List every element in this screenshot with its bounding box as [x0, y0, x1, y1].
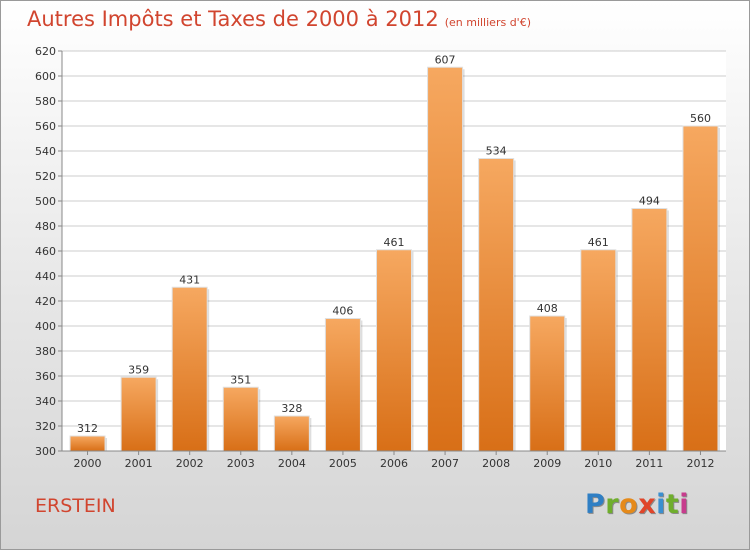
y-tick-label: 440	[35, 270, 56, 283]
bar-value-label: 461	[588, 236, 609, 249]
bar	[324, 318, 361, 452]
bar	[273, 415, 310, 452]
bar-value-label: 328	[281, 402, 302, 415]
x-tick-label: 2008	[482, 457, 510, 470]
x-tick-label: 2000	[74, 457, 102, 470]
y-tick-label: 540	[35, 145, 56, 158]
bar-value-label: 534	[486, 145, 507, 158]
bar-value-label: 312	[77, 422, 98, 435]
logo-letter: t	[665, 489, 680, 520]
bar-value-label: 406	[332, 305, 353, 318]
chart-unit: (en milliers d'€)	[444, 16, 531, 29]
y-tick-label: 380	[35, 345, 56, 358]
bar-value-label: 408	[537, 302, 558, 315]
y-tick-label: 420	[35, 295, 56, 308]
y-tick-label: 580	[35, 95, 56, 108]
y-tick-label: 320	[35, 420, 56, 433]
y-tick-label: 520	[35, 170, 56, 183]
bar	[682, 125, 719, 452]
bar-value-label: 431	[179, 273, 200, 286]
bar	[120, 376, 157, 452]
bar	[580, 249, 617, 452]
bar-value-label: 359	[128, 363, 149, 376]
bar-value-label: 351	[230, 373, 251, 386]
bar	[376, 249, 412, 452]
x-tick-label: 2001	[125, 457, 153, 470]
y-tick-label: 500	[35, 195, 56, 208]
x-tick-label: 2006	[380, 457, 408, 470]
y-axis: 300 320 340 360 380 400 420 440 460 480 500 520 540 5…	[35, 45, 63, 458]
y-tick-label: 340	[35, 395, 56, 408]
x-tick-label: 2004	[278, 457, 306, 470]
bar	[171, 286, 208, 452]
bar-value-label: 461	[384, 236, 405, 249]
x-tick-label: 2002	[176, 457, 204, 470]
x-tick-label: 2012	[686, 457, 714, 470]
logo-letter: x	[638, 489, 657, 520]
y-tick-label: 400	[35, 320, 56, 333]
bar	[222, 386, 259, 452]
x-tick-label: 2009	[533, 457, 561, 470]
x-tick-label: 2007	[431, 457, 459, 470]
logo-letter: o	[619, 489, 639, 520]
y-tick-label: 300	[35, 445, 56, 458]
y-tick-label: 600	[35, 70, 56, 83]
x-tick-label: 2011	[635, 457, 663, 470]
chart-title: Autres Impôts et Taxes de 2000 à 2012	[27, 7, 439, 31]
y-tick-label: 360	[35, 370, 56, 383]
bar-value-label: 494	[639, 195, 660, 208]
bar	[427, 66, 464, 452]
bar	[478, 158, 515, 452]
x-axis: 2000 2001 2002 2003 2004 2005 2006 2007 2008 2009…	[62, 450, 726, 470]
value-labels: 312 359 431 351 328 406 461 607 534 408 461 494 560	[77, 53, 711, 435]
logo-letter: i	[656, 489, 666, 520]
bar-value-label: 607	[435, 53, 456, 66]
bars	[69, 66, 720, 452]
logo-letter: i	[679, 489, 690, 520]
x-tick-label: 2005	[329, 457, 357, 470]
y-tick-label: 480	[35, 220, 56, 233]
y-tick-label: 620	[35, 45, 56, 58]
chart-title-block: Autres Impôts et Taxes de 2000 à 2012 (en…	[27, 7, 531, 31]
bar-value-label: 560	[690, 112, 711, 125]
bar	[631, 208, 668, 452]
logo-letter: P	[585, 489, 606, 520]
proxiti-logo: Proxiti	[585, 489, 689, 520]
y-tick-label: 460	[35, 245, 56, 258]
x-tick-label: 2003	[227, 457, 255, 470]
x-tick-label: 2010	[584, 457, 612, 470]
logo-letter: r	[605, 489, 620, 520]
y-tick-label: 560	[35, 120, 56, 133]
place-name: ERSTEIN	[35, 495, 116, 517]
bar	[69, 435, 106, 452]
bar	[529, 315, 566, 452]
